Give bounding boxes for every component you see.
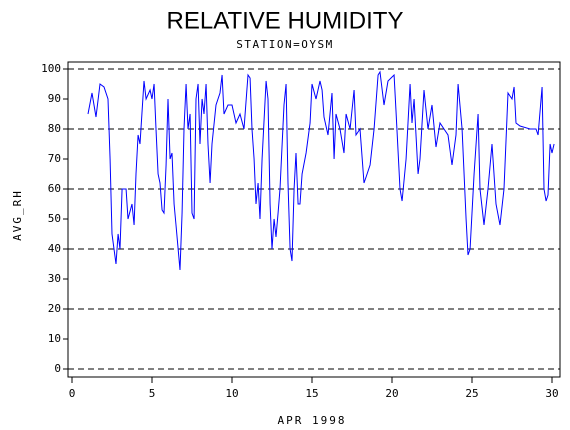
x-tick-label: 5 <box>149 387 156 400</box>
y-tick-label: 50 <box>48 212 61 225</box>
chart-title: RELATIVE HUMIDITY <box>167 7 404 34</box>
x-tick-label: 10 <box>225 387 238 400</box>
x-tick-label: 15 <box>305 387 318 400</box>
y-tick-label: 0 <box>54 362 61 375</box>
plot-frame <box>67 61 561 378</box>
chart-subtitle: STATION=OYSM <box>236 38 333 51</box>
x-tick-label: 20 <box>385 387 398 400</box>
y-tick-label: 80 <box>48 122 61 135</box>
y-tick-label: 20 <box>48 302 61 315</box>
y-tick-label: 40 <box>48 242 61 255</box>
y-tick-label: 90 <box>48 92 61 105</box>
y-tick-label: 10 <box>48 332 61 345</box>
y-tick-label: 60 <box>48 182 61 195</box>
y-tick-label: 100 <box>41 62 61 75</box>
data-line <box>87 70 555 271</box>
x-tick-label: 0 <box>69 387 76 400</box>
x-axis-label: APR 1998 <box>278 414 347 427</box>
y-tick-label: 30 <box>48 272 61 285</box>
x-tick-label: 30 <box>545 387 558 400</box>
y-tick-label: 70 <box>48 152 61 165</box>
y-axis-label: AVG_RH <box>11 189 24 241</box>
x-tick-label: 25 <box>465 387 478 400</box>
